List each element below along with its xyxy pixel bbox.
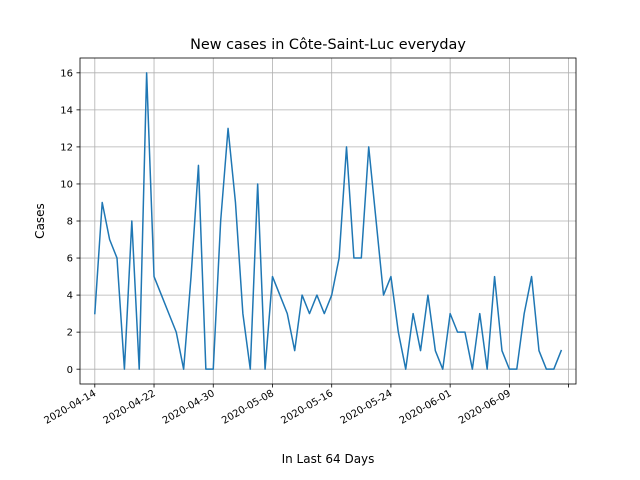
y-tick-label: 6	[67, 254, 73, 265]
y-tick-label: 8	[67, 217, 73, 228]
series-group	[94, 72, 563, 370]
series-line	[94, 72, 563, 370]
y-tick-label: 10	[60, 180, 73, 191]
y-tick-label: 12	[60, 143, 73, 154]
y-axis-label: Cases	[33, 203, 47, 239]
chart-title: New cases in Côte-Saint-Luc everyday	[190, 37, 466, 53]
y-tick-label: 16	[60, 68, 73, 79]
y-tick-label: 0	[67, 365, 73, 376]
y-tick-label: 14	[60, 105, 73, 116]
y-tick-label: 2	[67, 328, 73, 339]
y-axis: 0 2 4 6 8 10 12 14 16	[60, 68, 80, 376]
y-tick-label: 4	[67, 291, 73, 302]
grid-lines	[80, 58, 576, 384]
x-axis-label: In Last 64 Days	[282, 452, 375, 466]
